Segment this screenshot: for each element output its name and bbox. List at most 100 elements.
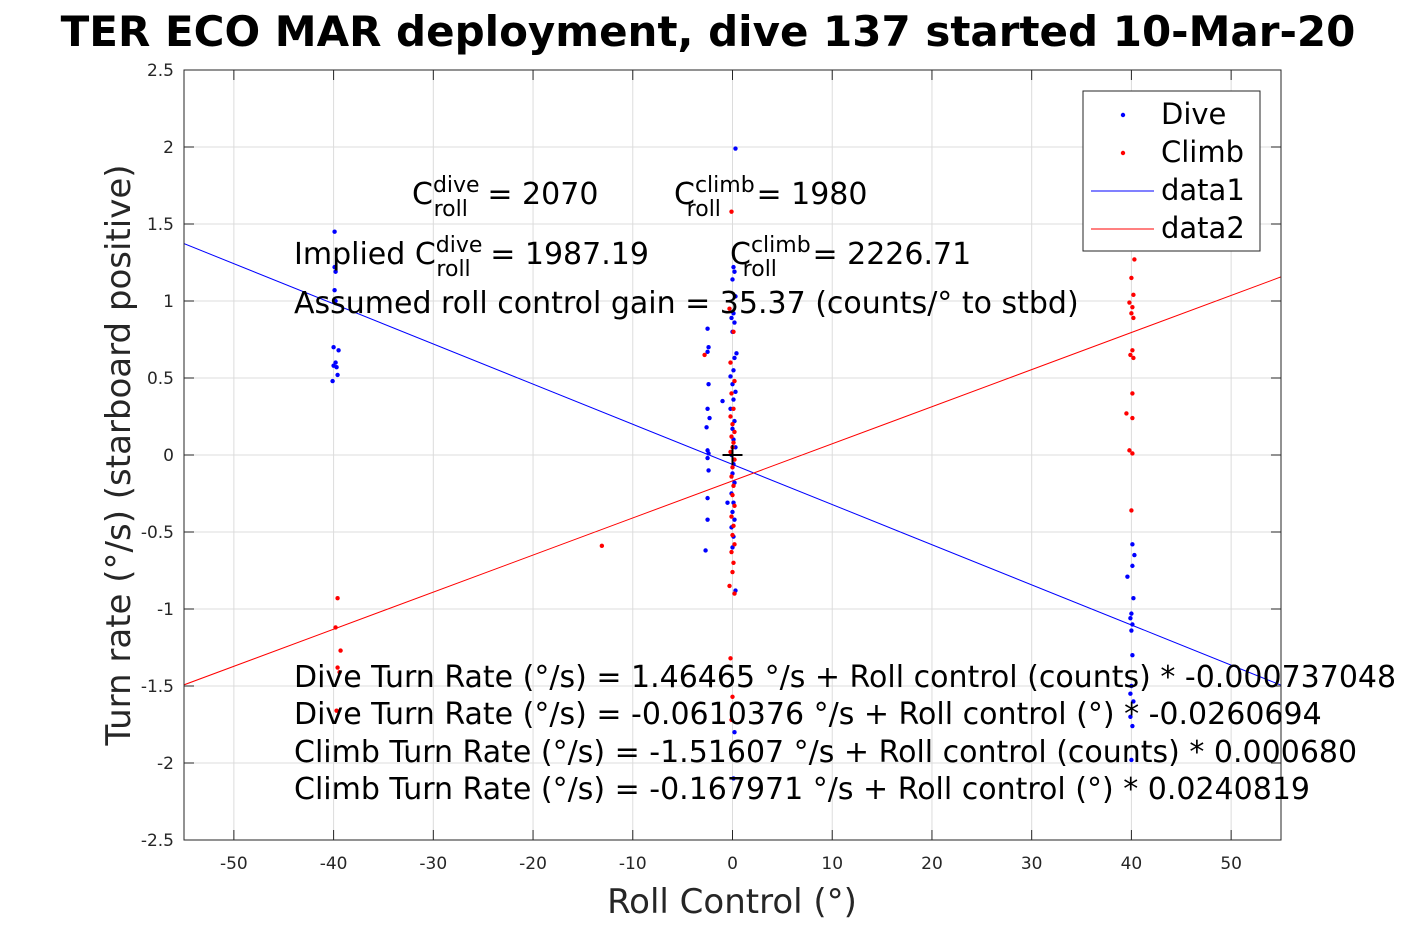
point-climb xyxy=(731,483,736,488)
annotation-implied-c-climb: Cclimb roll = 2226.71 xyxy=(730,233,971,282)
x-tick-label: 30 xyxy=(1021,854,1043,874)
point-dive xyxy=(734,351,739,356)
point-dive xyxy=(705,517,710,522)
point-climb xyxy=(599,543,605,549)
point-dive xyxy=(728,374,733,379)
point-climb xyxy=(1131,355,1136,361)
point-climb xyxy=(731,329,736,334)
point-climb xyxy=(732,378,737,384)
annotation-fit-climb-degrees: Climb Turn Rate (°/s) = -0.167971 °/s + … xyxy=(294,772,1310,807)
point-climb xyxy=(702,352,707,358)
y-tick-label: 0 xyxy=(163,446,174,466)
point-dive xyxy=(729,315,734,321)
point-climb xyxy=(728,360,733,365)
annotation-c-climb: Cclimb roll = 1980 xyxy=(674,173,867,222)
point-climb xyxy=(730,492,735,498)
point-climb xyxy=(732,503,737,509)
annotation-implied-c-dive: Implied Cdive roll = 1987.19 xyxy=(294,233,649,282)
x-tick-label: 40 xyxy=(1121,854,1143,874)
point-climb xyxy=(729,391,734,396)
point-dive xyxy=(1132,552,1137,558)
point-dive xyxy=(330,378,335,384)
point-dive xyxy=(1129,611,1134,616)
point-dive xyxy=(706,451,711,456)
point-dive xyxy=(732,517,737,522)
point-dive xyxy=(1130,622,1135,627)
point-climb xyxy=(727,583,732,589)
y-tick-label: -1.5 xyxy=(141,677,174,697)
annotation-fit-dive-degrees: Dive Turn Rate (°/s) = -0.0610376 °/s + … xyxy=(294,697,1322,732)
point-climb xyxy=(1132,257,1137,262)
point-climb xyxy=(1131,292,1136,298)
y-axis-label: Turn rate (°/s) (starboard positive) xyxy=(99,164,139,746)
legend-marker-dive xyxy=(1120,112,1126,118)
point-climb xyxy=(1130,391,1135,396)
point-climb xyxy=(731,406,736,411)
point-dive xyxy=(732,320,737,325)
chart-title: TER ECO MAR deployment, dive 137 started… xyxy=(61,7,1356,56)
point-dive xyxy=(725,500,730,505)
x-axis-label: Roll Control (°) xyxy=(607,882,857,922)
point-dive xyxy=(1125,574,1130,579)
legend: Dive Climb data1 data2 xyxy=(1082,90,1261,252)
point-dive xyxy=(331,345,336,350)
annotations: Cdive roll = 2070 Cclimb roll = 1980 Impli… xyxy=(294,173,1396,807)
point-dive xyxy=(706,345,711,350)
point-dive xyxy=(732,269,737,274)
x-tick-label: 20 xyxy=(921,854,943,874)
point-dive xyxy=(332,264,337,270)
point-dive xyxy=(1131,699,1136,704)
point-climb xyxy=(1124,411,1129,416)
legend-label-dive: Dive xyxy=(1161,97,1226,131)
point-dive xyxy=(1131,596,1136,601)
point-dive xyxy=(731,776,736,781)
point-dive xyxy=(730,509,735,515)
point-dive xyxy=(705,326,710,331)
point-dive xyxy=(707,415,712,421)
point-dive xyxy=(1130,542,1135,547)
point-climb xyxy=(729,549,734,555)
point-dive xyxy=(706,381,711,387)
point-climb xyxy=(731,440,736,445)
point-dive xyxy=(1128,714,1133,719)
point-climb xyxy=(731,560,736,565)
point-dive xyxy=(332,288,337,293)
point-climb xyxy=(727,306,732,311)
point-climb xyxy=(730,532,735,538)
point-climb xyxy=(729,209,734,214)
point-dive xyxy=(705,495,710,501)
point-dive xyxy=(336,348,341,353)
point-climb xyxy=(729,474,734,479)
point-climb xyxy=(337,669,342,675)
point-climb xyxy=(1129,508,1134,513)
y-tick-label: -2.5 xyxy=(141,831,174,851)
point-dive xyxy=(733,389,738,395)
y-tick-label: 2.5 xyxy=(147,61,174,81)
point-climb xyxy=(732,542,737,547)
point-dive xyxy=(720,398,725,404)
y-tick-label: 0.5 xyxy=(147,369,174,389)
point-dive xyxy=(705,406,710,411)
y-tick-label: -2 xyxy=(157,754,174,774)
point-dive xyxy=(733,294,738,299)
point-climb xyxy=(729,717,734,723)
point-climb xyxy=(1131,315,1136,321)
legend-label-data1: data1 xyxy=(1161,173,1245,207)
point-climb xyxy=(333,625,338,630)
legend-marker-climb xyxy=(1120,150,1126,156)
point-dive xyxy=(732,730,737,735)
annotation-gain: Assumed roll control gain = 35.37 (count… xyxy=(294,286,1079,321)
x-tick-label: -20 xyxy=(519,854,547,874)
y-tick-label: 2 xyxy=(163,138,174,158)
point-climb xyxy=(730,569,735,575)
point-climb xyxy=(1130,451,1135,456)
point-climb xyxy=(1130,415,1135,421)
legend-label-data2: data2 xyxy=(1161,211,1245,245)
y-tick-label: -1 xyxy=(157,600,174,620)
y-tick-label: 1 xyxy=(163,292,174,312)
point-climb xyxy=(1129,275,1134,281)
x-tick-label: -50 xyxy=(220,854,248,874)
point-climb xyxy=(1130,304,1135,310)
point-dive xyxy=(705,349,710,355)
